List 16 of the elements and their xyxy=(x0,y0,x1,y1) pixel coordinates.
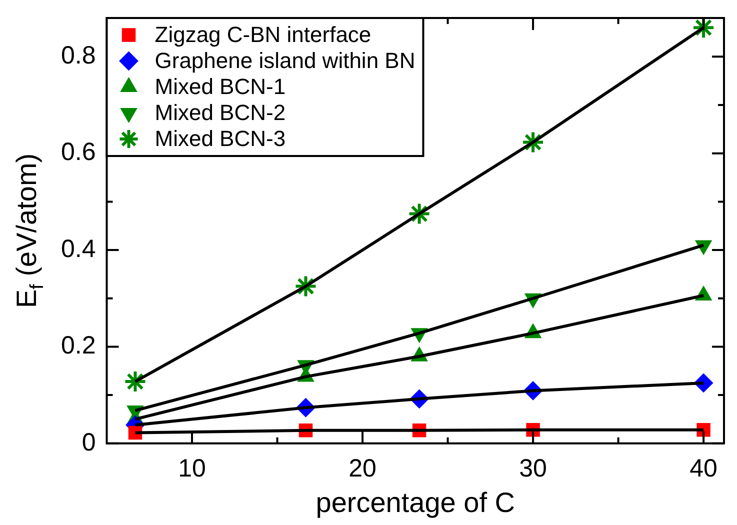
x-tick-label: 40 xyxy=(690,454,718,482)
x-tick-label: 30 xyxy=(519,454,547,482)
y-axis-title: Ef (eV/atom) xyxy=(11,153,48,308)
y-tick-label: 0 xyxy=(82,428,96,456)
x-tick-label: 10 xyxy=(178,454,206,482)
legend-label: Mixed BCN-1 xyxy=(154,74,286,100)
y-tick-label: 0.4 xyxy=(60,234,96,263)
legend-label: Zigzag C-BN interface xyxy=(154,22,372,48)
x-tick-label: 20 xyxy=(348,454,376,482)
legend-label: Mixed BCN-3 xyxy=(154,126,286,152)
legend-label: Mixed BCN-2 xyxy=(154,100,286,126)
y-tick-label: 0.2 xyxy=(60,332,96,360)
x-axis-title: percentage of C xyxy=(316,486,515,518)
legend-label: Graphene island within BN xyxy=(154,48,416,74)
y-tick-label: 0.6 xyxy=(60,138,96,166)
y-tick-label: 0.8 xyxy=(60,42,96,70)
